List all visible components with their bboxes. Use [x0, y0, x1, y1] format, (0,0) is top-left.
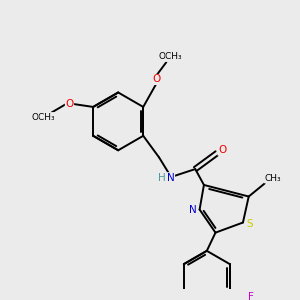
Text: OCH₃: OCH₃ — [32, 112, 55, 122]
Text: N: N — [189, 205, 197, 214]
Text: CH₃: CH₃ — [264, 174, 281, 183]
Text: OCH₃: OCH₃ — [159, 52, 182, 62]
Text: H: H — [158, 173, 165, 183]
Text: F: F — [248, 292, 254, 300]
Text: N: N — [167, 173, 175, 183]
Text: O: O — [218, 145, 226, 155]
Text: O: O — [65, 99, 74, 109]
Text: S: S — [246, 219, 253, 229]
Text: O: O — [152, 74, 160, 85]
